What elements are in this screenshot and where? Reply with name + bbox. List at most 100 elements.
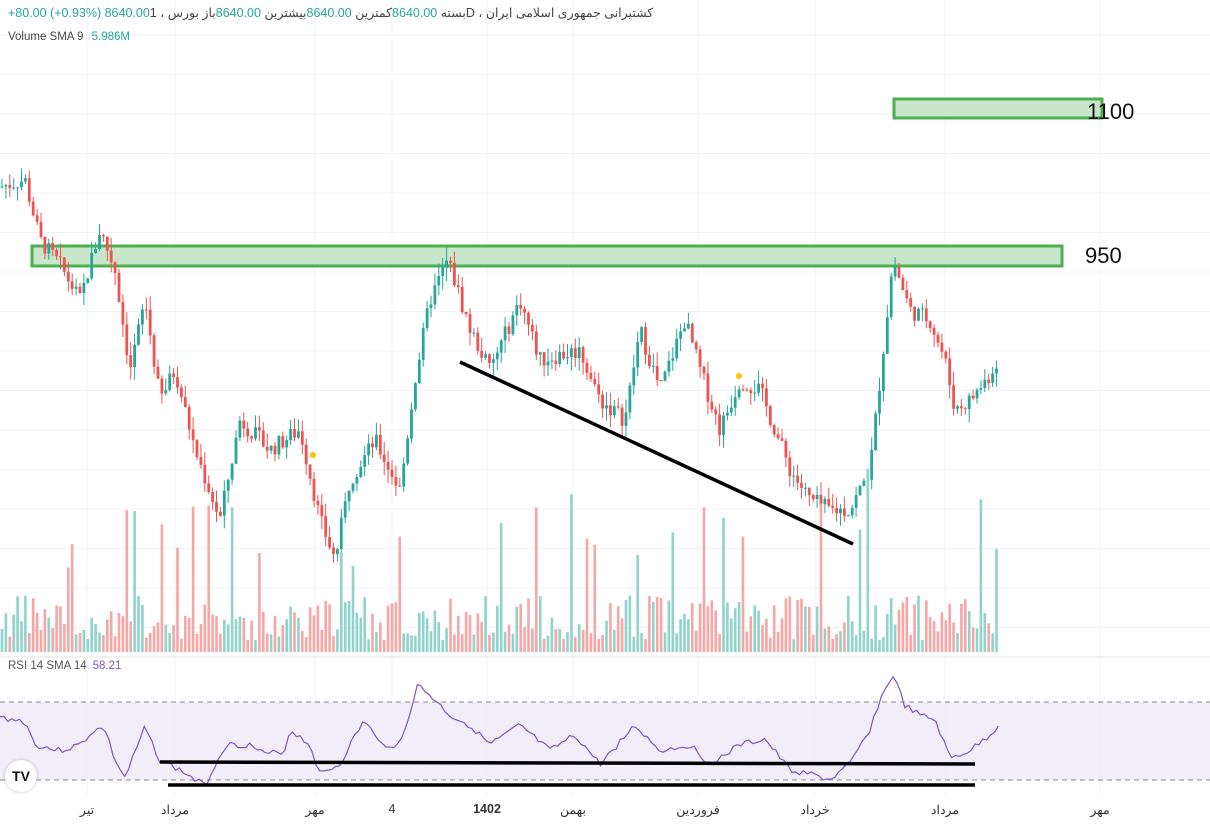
candle [386, 461, 390, 470]
volume-bar [324, 600, 327, 652]
volume-bar [137, 596, 140, 652]
volume-bar [975, 628, 979, 652]
candle [449, 260, 452, 263]
candle [687, 323, 690, 329]
candle [226, 479, 230, 491]
candle [476, 332, 480, 351]
volume-bar [340, 552, 343, 652]
volume-bar [769, 637, 772, 652]
candle [367, 443, 370, 456]
candle [152, 335, 156, 367]
volume-bar [172, 625, 175, 652]
candle [644, 327, 647, 355]
candle [948, 358, 952, 386]
candle [199, 457, 203, 465]
volume-bar [269, 634, 273, 652]
candle [956, 406, 959, 409]
volume-bar [78, 633, 82, 652]
candle [168, 373, 172, 391]
candle [788, 457, 792, 477]
candle [421, 328, 425, 360]
volume-bar [371, 613, 374, 652]
volume-bar [207, 505, 210, 652]
volume-bar [714, 610, 717, 652]
candle [850, 507, 854, 516]
candle [129, 355, 133, 368]
candle [960, 406, 963, 409]
candle [858, 485, 862, 496]
candle [191, 429, 195, 441]
volume-bar [605, 620, 608, 652]
candle [137, 324, 140, 345]
volume-bar [168, 632, 171, 652]
candle [445, 260, 448, 268]
volume-bar [343, 602, 347, 652]
resistance-zone-1100[interactable] [892, 97, 1104, 120]
volume-bar [995, 549, 998, 652]
volume-bar [858, 529, 862, 652]
volume-bar [971, 627, 975, 652]
volume-bar [164, 624, 168, 652]
volume-bar [390, 603, 394, 652]
volume-bar [195, 633, 199, 652]
candle [616, 406, 620, 408]
candle [944, 351, 948, 359]
volume-bar [745, 631, 749, 652]
dividend-marker[interactable] [310, 452, 316, 458]
volume-bar [655, 597, 659, 652]
volume-bar [51, 628, 54, 652]
trend-line[interactable] [459, 360, 854, 546]
tradingview-logo[interactable]: TV [5, 760, 37, 792]
candle [59, 256, 62, 258]
candle [230, 463, 234, 480]
volume-bar [445, 628, 448, 652]
volume-bar [297, 617, 300, 652]
volume-bar [850, 621, 854, 652]
candle [402, 463, 406, 487]
volume-bar [936, 631, 940, 652]
dividend-marker[interactable] [736, 373, 742, 379]
volume-bar [125, 510, 129, 652]
volume-bar [8, 636, 12, 652]
candle [86, 278, 90, 283]
candle [823, 498, 827, 505]
volume-bar [839, 631, 842, 652]
candle [164, 390, 168, 394]
volume-bar [347, 600, 351, 652]
candle [261, 430, 265, 447]
candle [792, 475, 796, 477]
candle [531, 324, 534, 332]
candle [70, 281, 74, 289]
volume-bar [94, 623, 97, 652]
candle [523, 308, 526, 313]
rsi-legend[interactable]: RSI 14 SMA 14 58.21 [8, 660, 122, 672]
volume-bar [519, 604, 522, 652]
volume-bar [90, 617, 93, 652]
volume-bar [293, 612, 296, 652]
rsi-support-line[interactable] [159, 760, 976, 766]
candle [609, 405, 612, 416]
volume-legend[interactable]: Volume SMA 9 5.986M [8, 31, 130, 43]
volume-bar [47, 617, 51, 652]
candle [636, 341, 640, 368]
candle [382, 454, 386, 462]
candle [425, 308, 429, 329]
volume-bar [780, 618, 784, 652]
resistance-zone-950[interactable] [30, 244, 1064, 268]
volume-bar [203, 604, 207, 652]
candle [269, 445, 273, 451]
candle [655, 366, 659, 381]
volume-bar [141, 604, 144, 652]
candle [141, 309, 144, 325]
candle [55, 249, 58, 257]
candle [378, 434, 382, 455]
volume-bar [531, 628, 534, 652]
candle [222, 490, 226, 516]
volume-bar [648, 595, 651, 652]
candle [16, 187, 19, 189]
candle [219, 511, 222, 516]
candle [250, 436, 253, 439]
candle [936, 334, 940, 343]
volume-bar [921, 639, 924, 652]
